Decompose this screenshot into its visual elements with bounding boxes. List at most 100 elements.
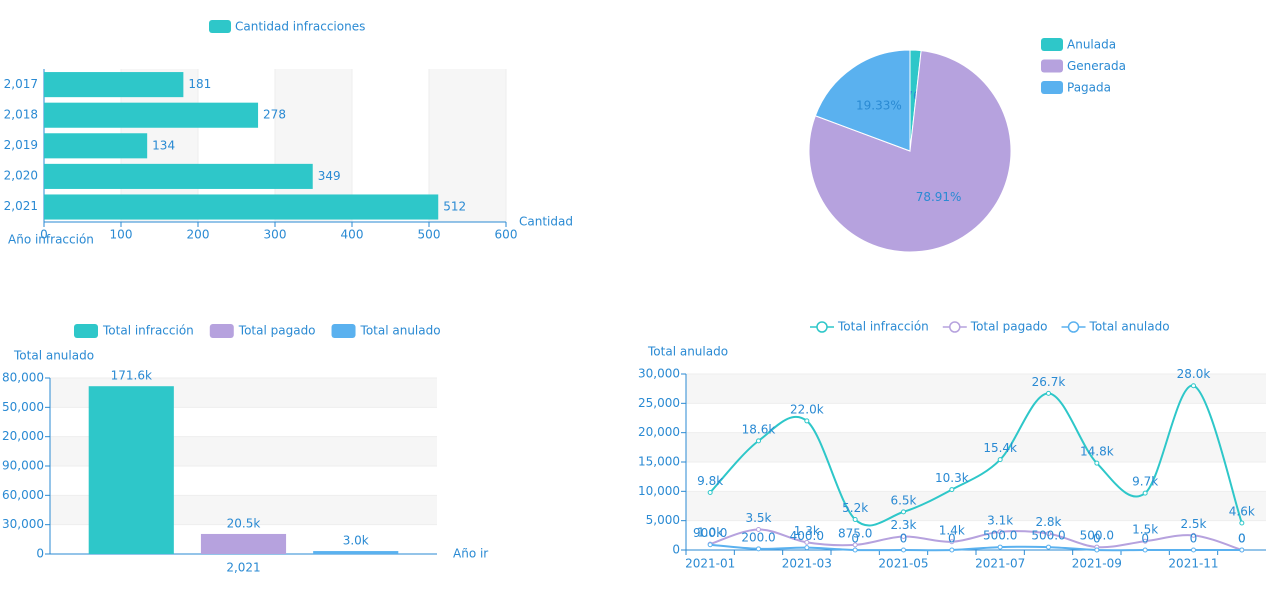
data-point bbox=[804, 418, 810, 424]
x-tick-label: 400 bbox=[341, 228, 364, 242]
data-label: 6.5k bbox=[890, 493, 916, 507]
y-tick-label: 20,000 bbox=[2, 429, 44, 443]
y-tick-label: 10,000 bbox=[638, 484, 680, 498]
y-tick-label: 20,000 bbox=[638, 425, 680, 439]
data-point bbox=[852, 516, 858, 522]
data-label: 2.3k bbox=[890, 518, 916, 532]
split-area bbox=[429, 69, 506, 222]
data-label: 200.0 bbox=[741, 530, 775, 544]
data-label: 0 bbox=[851, 532, 859, 546]
legend-label: Total pagado bbox=[238, 324, 316, 338]
data-point bbox=[997, 544, 1003, 550]
data-point bbox=[949, 539, 955, 545]
legend-label: Total infracción bbox=[837, 320, 929, 334]
data-label: 400.0 bbox=[790, 529, 824, 543]
y-tick-label: 0 bbox=[36, 547, 44, 561]
data-point bbox=[804, 545, 810, 551]
data-point bbox=[1191, 532, 1196, 538]
data-point bbox=[949, 547, 955, 553]
legend-swatch bbox=[1041, 59, 1063, 73]
data-point bbox=[1094, 547, 1100, 553]
legend-label: Anulada bbox=[1067, 38, 1116, 52]
data-label: 0 bbox=[900, 532, 908, 546]
data-point bbox=[1239, 520, 1245, 526]
data-point bbox=[1191, 383, 1196, 389]
data-label: 500.0 bbox=[983, 529, 1017, 543]
data-label: 2.5k bbox=[1180, 517, 1206, 531]
legend-swatch bbox=[331, 324, 356, 338]
legend-swatch bbox=[1041, 38, 1063, 51]
y-tick-label: 15,000 bbox=[638, 455, 680, 469]
data-label: 0 bbox=[1141, 532, 1149, 546]
x-tick-label: 0 bbox=[40, 228, 48, 242]
legend-swatch bbox=[209, 20, 231, 33]
data-label: 18.6k bbox=[742, 422, 776, 436]
series-line bbox=[710, 543, 1242, 552]
data-point bbox=[756, 526, 761, 532]
x-tick-label: 2021-09 bbox=[1072, 557, 1122, 571]
legend-icon bbox=[949, 321, 961, 333]
bar bbox=[44, 102, 259, 128]
slice-label: 78.91% bbox=[916, 190, 962, 204]
data-label: 181 bbox=[188, 77, 211, 91]
data-label: 28.0k bbox=[1177, 367, 1211, 381]
legend-icon bbox=[1067, 321, 1080, 333]
y-tick-label: 2,021 bbox=[4, 199, 38, 213]
data-point bbox=[1142, 538, 1148, 544]
legend-label: Pagada bbox=[1067, 81, 1111, 95]
legend-label: Cantidad infracciones bbox=[235, 20, 365, 34]
data-label: 134 bbox=[152, 138, 175, 152]
bar bbox=[313, 551, 399, 554]
x-tick-label: 2021-07 bbox=[975, 557, 1025, 571]
data-label: 171.6k bbox=[111, 369, 152, 383]
data-label: 3.0k bbox=[343, 534, 369, 548]
split-area bbox=[686, 374, 1266, 404]
bar bbox=[44, 194, 439, 220]
x-tick-label: 2021-11 bbox=[1168, 557, 1218, 571]
data-point bbox=[852, 542, 858, 548]
y-tick-label: 25,000 bbox=[638, 396, 680, 410]
y-axis-title: Total anulado bbox=[13, 349, 94, 363]
x-tick-label: 2021-03 bbox=[782, 557, 832, 571]
y-tick-label: 2,018 bbox=[4, 107, 38, 121]
data-label: 512 bbox=[443, 200, 466, 214]
y-tick-label: 50,000 bbox=[2, 400, 44, 414]
bar bbox=[44, 133, 148, 159]
data-point bbox=[1191, 547, 1196, 553]
data-point bbox=[1142, 547, 1148, 553]
data-label: 22.0k bbox=[790, 402, 824, 416]
y-axis-title: Total anulado bbox=[647, 345, 728, 359]
x-tick-label: 300 bbox=[264, 228, 287, 242]
bar bbox=[88, 386, 174, 554]
data-label: 349 bbox=[318, 169, 341, 183]
y-tick-label: 30,000 bbox=[2, 517, 44, 531]
legend-label: Generada bbox=[1067, 59, 1126, 73]
split-area bbox=[686, 432, 1266, 462]
data-label: 900.0 bbox=[693, 526, 727, 540]
y-tick-label: 80,000 bbox=[2, 371, 44, 385]
data-label: 14.8k bbox=[1080, 445, 1114, 459]
legend-swatch bbox=[209, 324, 234, 338]
pie-slice bbox=[814, 49, 911, 152]
data-label: 15.4k bbox=[983, 441, 1017, 455]
legend-label: Total anulado bbox=[1089, 320, 1170, 334]
data-point bbox=[997, 529, 1003, 535]
data-label: 4.6k bbox=[1229, 505, 1255, 519]
data-label: 20.5k bbox=[227, 516, 261, 530]
data-label: 3.5k bbox=[745, 511, 771, 525]
data-label: 0 bbox=[1190, 532, 1198, 546]
data-point bbox=[949, 487, 955, 493]
legend-label: Total infracción bbox=[102, 324, 194, 338]
y-tick-label: 90,000 bbox=[2, 459, 44, 473]
data-label: 1.5k bbox=[1132, 523, 1158, 537]
data-label: 1.0k bbox=[697, 526, 723, 540]
data-point bbox=[1046, 544, 1051, 550]
data-label: 10.3k bbox=[935, 471, 969, 485]
data-point bbox=[1046, 531, 1051, 537]
legend-label: Total pagado bbox=[970, 320, 1048, 334]
data-label: 9.8k bbox=[697, 474, 723, 488]
legend-swatch bbox=[1041, 81, 1063, 94]
legend-label: Total anulado bbox=[360, 324, 441, 338]
y-tick-label: 0 bbox=[672, 543, 680, 557]
